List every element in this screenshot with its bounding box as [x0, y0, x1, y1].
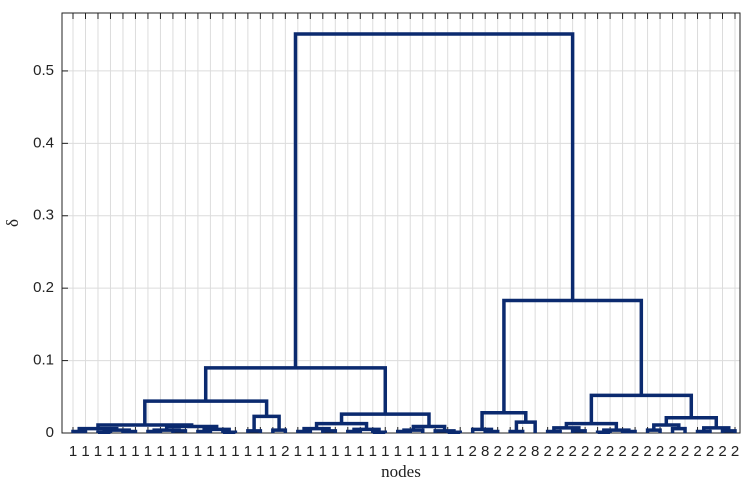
dendrogram-link	[96, 430, 113, 435]
dendrogram-link	[252, 414, 281, 431]
plot-frame	[61, 12, 741, 434]
dendrogram-link	[371, 430, 388, 435]
x-tick-label: 2	[581, 443, 589, 460]
dendrogram-link	[445, 430, 462, 435]
dendrogram-link	[346, 429, 363, 434]
x-tick-label: 1	[381, 443, 389, 460]
x-tick-label: 1	[119, 443, 127, 460]
x-tick-label: 1	[194, 443, 202, 460]
dendrogram-link	[411, 424, 447, 431]
dendrogram-link	[545, 429, 562, 434]
x-axis-label: nodes	[381, 462, 421, 481]
dendrogram-link	[171, 429, 188, 433]
dendrogram-link	[620, 429, 637, 434]
dendrogram-link	[502, 298, 644, 413]
x-tick-label: 2	[656, 443, 664, 460]
dendrogram-link	[221, 430, 238, 435]
x-tick-label: 2	[693, 443, 701, 460]
dendrogram-link	[670, 426, 687, 433]
x-tick-label: 2	[706, 443, 714, 460]
x-tick-label: 1	[144, 443, 152, 460]
x-tick-label: 1	[219, 443, 227, 460]
x-tick-label: 1	[369, 443, 377, 460]
x-tick-label: 1	[94, 443, 102, 460]
x-tick-label: 1	[306, 443, 314, 460]
y-tick-label: 0.2	[33, 279, 54, 296]
dendrogram-link	[164, 424, 219, 431]
dendrogram-link	[71, 429, 88, 434]
x-tick-label: 2	[494, 443, 502, 460]
dendrogram-link	[203, 366, 388, 415]
dendrogram-link	[514, 420, 537, 433]
x-tick-label: 1	[69, 443, 77, 460]
x-tick-label: 2	[618, 443, 626, 460]
dendrogram-link	[589, 393, 694, 424]
x-tick-label: 2	[469, 443, 477, 460]
dendrogram-link	[143, 399, 269, 426]
y-axis-label: δ	[3, 219, 22, 227]
x-tick-label: 1	[431, 443, 439, 460]
x-tick-label: 8	[531, 443, 539, 460]
x-tick-label: 8	[481, 443, 489, 460]
dendrogram-link	[293, 32, 575, 368]
dendrogram-link	[321, 429, 338, 433]
dendrogram-link	[146, 429, 163, 434]
x-tick-label: 1	[206, 443, 214, 460]
x-tick-label: 1	[131, 443, 139, 460]
dendrogram-link	[152, 428, 181, 432]
dendrogram-link	[720, 429, 737, 433]
x-tick-label: 1	[356, 443, 364, 460]
dendrogram-link	[695, 429, 712, 434]
x-tick-label: 1	[244, 443, 252, 460]
y-tick-label: 0.1	[33, 352, 54, 369]
dendrogram-link	[508, 429, 525, 434]
x-tick-label: 2	[281, 443, 289, 460]
x-tick-label: 2	[643, 443, 651, 460]
x-tick-label: 2	[731, 443, 739, 460]
x-tick-label: 2	[631, 443, 639, 460]
x-tick-label: 1	[169, 443, 177, 460]
x-tick-label: 1	[456, 443, 464, 460]
dendrogram-link	[483, 429, 500, 434]
x-tick-label: 1	[331, 443, 339, 460]
x-tick-label: 1	[106, 443, 114, 460]
x-tick-label: 1	[406, 443, 414, 460]
y-tick-label: 0.5	[33, 62, 54, 79]
x-tick-label: 1	[419, 443, 427, 460]
y-tick-label: 0.4	[33, 134, 54, 151]
x-tick-label: 2	[543, 443, 551, 460]
x-tick-label: 1	[394, 443, 402, 460]
x-tick-label: 1	[231, 443, 239, 460]
x-tick-label: 2	[568, 443, 576, 460]
x-tick-label: 2	[593, 443, 601, 460]
x-tick-label: 1	[269, 443, 277, 460]
dendrogram-link	[296, 429, 313, 434]
dendrogram-link	[595, 430, 612, 435]
x-tick-label: 1	[294, 443, 302, 460]
dendrogram-link	[246, 429, 263, 433]
x-tick-label: 2	[668, 443, 676, 460]
x-tick-label: 1	[181, 443, 189, 460]
y-tick-label: 0.3	[33, 207, 54, 224]
x-tick-label: 1	[156, 443, 164, 460]
x-tick-label: 1	[319, 443, 327, 460]
dendrogram-link	[196, 429, 213, 434]
x-tick-label: 2	[556, 443, 564, 460]
x-tick-label: 2	[506, 443, 514, 460]
x-tick-label: 2	[718, 443, 726, 460]
x-tick-label: 1	[444, 443, 452, 460]
x-tick-label: 2	[681, 443, 689, 460]
x-tick-label: 1	[81, 443, 89, 460]
y-tick-label: 0	[46, 424, 54, 441]
x-tick-label: 2	[518, 443, 526, 460]
dendrogram-link	[433, 429, 456, 433]
dendrogram-link	[570, 429, 587, 433]
x-tick-label: 1	[344, 443, 352, 460]
x-tick-label: 2	[606, 443, 614, 460]
x-tick-label: 1	[256, 443, 264, 460]
